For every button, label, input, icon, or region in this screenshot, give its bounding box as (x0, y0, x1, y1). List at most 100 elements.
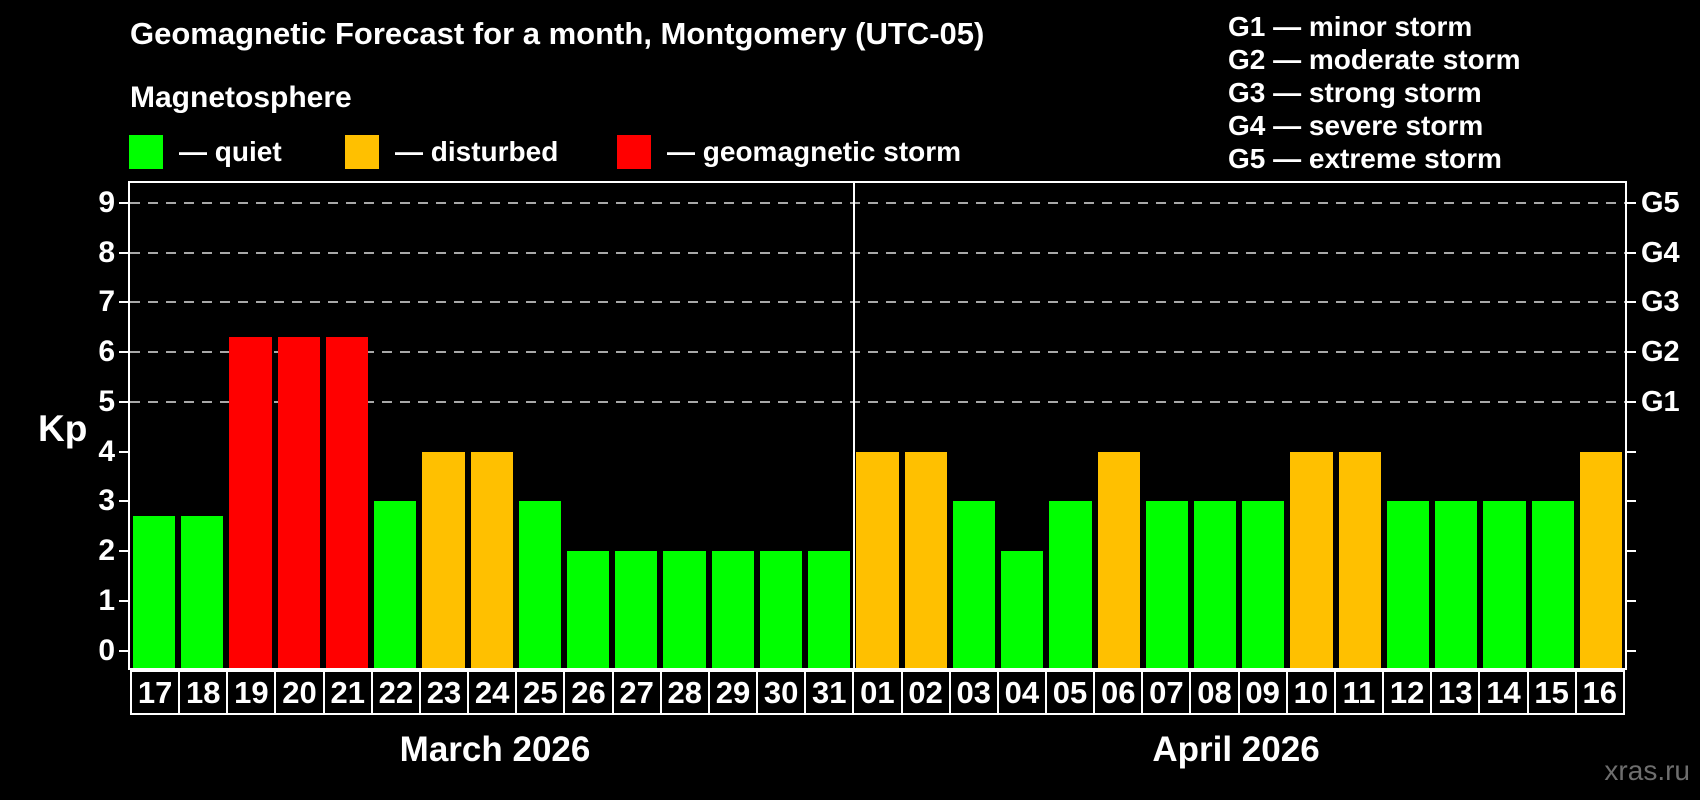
day-cell-01: 01 (852, 670, 903, 715)
legend-item-quiet: — quiet (129, 134, 282, 170)
y-tick-left (119, 649, 128, 652)
y-tick-right (1627, 400, 1636, 403)
kp-bar-day-08 (1193, 501, 1237, 668)
y-tick-label: 9 (98, 185, 115, 219)
y-tick-right (1627, 649, 1636, 652)
kp-bar-day-03 (952, 501, 996, 668)
grid-line-kp6 (130, 351, 1625, 354)
kp-bar-day-10 (1290, 451, 1333, 668)
kp-bar-day-06 (1097, 451, 1140, 668)
kp-bar-day-16 (1579, 451, 1622, 668)
kp-bar-day-28 (663, 551, 706, 668)
g-scale-legend-line: G3 — strong storm (1228, 77, 1482, 108)
day-cell-13: 13 (1430, 670, 1481, 715)
legend-item-disturbed: — disturbed (345, 134, 558, 170)
day-cell-21: 21 (322, 670, 373, 715)
g-axis-label-G1: G1 (1641, 385, 1680, 418)
y-tick-left (119, 201, 128, 204)
kp-bar-day-09 (1242, 501, 1285, 668)
chart-title: Geomagnetic Forecast for a month, Montgo… (130, 16, 985, 51)
kp-bar-day-31 (808, 551, 851, 668)
y-axis-label: Kp (38, 408, 88, 449)
y-tick-right (1627, 550, 1636, 553)
g-axis-label-G2: G2 (1641, 336, 1680, 369)
kp-bar-day-18 (181, 516, 224, 668)
kp-bar-day-14 (1483, 501, 1526, 668)
day-cell-30: 30 (756, 670, 807, 715)
kp-bar-day-26 (567, 551, 610, 668)
kp-bar-day-29 (711, 551, 754, 668)
day-cell-29: 29 (707, 670, 759, 715)
y-tick-right (1627, 450, 1636, 453)
y-tick-right (1627, 599, 1636, 602)
legend-item-storm: — geomagnetic storm (617, 134, 961, 170)
y-tick-left (119, 301, 128, 304)
y-tick-label: 8 (98, 235, 115, 269)
quiet-color-swatch (129, 135, 163, 169)
y-tick-label: 5 (98, 384, 115, 418)
y-tick-right (1627, 201, 1636, 204)
month-label-april: April 2026 (1152, 730, 1320, 769)
chart-subtitle: Magnetosphere (130, 81, 352, 114)
day-cell-28: 28 (659, 670, 710, 715)
day-cell-05: 05 (1044, 670, 1096, 715)
g-scale-legend-line: G1 — minor storm (1228, 11, 1473, 42)
day-cell-18: 18 (178, 670, 229, 715)
kp-bar-day-19 (229, 337, 272, 668)
legend-item-label: — geomagnetic storm (667, 136, 962, 167)
kp-bar-day-05 (1049, 501, 1092, 668)
day-cell-19: 19 (226, 670, 277, 715)
grid-line-kp7 (130, 301, 1625, 304)
day-cell-14: 14 (1478, 670, 1529, 715)
g-axis-label-G5: G5 (1641, 186, 1680, 219)
month-label-march: March 2026 (399, 730, 591, 769)
y-tick-left (119, 450, 128, 453)
g-axis-label-G3: G3 (1641, 286, 1680, 319)
kp-bar-day-22 (374, 501, 417, 668)
kp-bar-day-01 (856, 451, 899, 668)
day-cell-20: 20 (274, 670, 325, 715)
day-cell-06: 06 (1093, 670, 1144, 715)
kp-bar-day-27 (615, 551, 658, 668)
kp-bar-day-25 (518, 501, 562, 668)
day-cell-27: 27 (611, 670, 662, 715)
y-tick-label: 3 (98, 484, 115, 518)
y-tick-label: 0 (98, 633, 115, 667)
kp-bar-day-15 (1531, 501, 1574, 668)
day-cell-25: 25 (515, 670, 566, 715)
day-cell-15: 15 (1526, 670, 1577, 715)
x-axis-day-labels: 17 18 19 20 21 22 23 24 25 26 27 28 29 30 31 01 02 03 04 05… (130, 670, 1625, 715)
y-tick-left (119, 599, 128, 602)
kp-bar-day-07 (1145, 501, 1188, 668)
kp-bar-day-13 (1435, 501, 1478, 668)
y-tick-left (119, 351, 128, 354)
day-cell-17: 17 (130, 670, 181, 715)
grid-line-kp8 (130, 251, 1625, 254)
g-scale-legend-line: G4 — severe storm (1228, 110, 1484, 141)
y-tick-right (1627, 251, 1636, 254)
y-tick-label: 7 (98, 285, 115, 319)
day-cell-24: 24 (467, 670, 518, 715)
day-cell-04: 04 (996, 670, 1047, 715)
g-scale-legend: G1 — minor storm G2 — moderate storm G3 … (1228, 10, 1521, 175)
y-tick-right (1627, 301, 1636, 304)
day-cell-31: 31 (804, 670, 855, 715)
day-cell-08: 08 (1189, 670, 1240, 715)
g-scale-legend-line: G2 — moderate storm (1228, 44, 1521, 75)
y-tick-label: 6 (98, 335, 115, 369)
kp-bar-day-24 (470, 451, 513, 668)
day-cell-07: 07 (1141, 670, 1192, 715)
day-cell-11: 11 (1333, 670, 1385, 715)
day-cell-03: 03 (948, 670, 999, 715)
kp-bar-day-11 (1338, 451, 1381, 668)
y-tick-right (1627, 351, 1636, 354)
kp-bar-day-30 (759, 551, 803, 668)
kp-bar-day-23 (422, 451, 465, 668)
day-cell-16: 16 (1574, 670, 1625, 715)
y-tick-left (119, 550, 128, 553)
y-tick-left (119, 251, 128, 254)
plot-area (119, 181, 1636, 670)
kp-bar-day-02 (904, 451, 947, 668)
g-scale-legend-line: G5 — extreme storm (1228, 143, 1502, 174)
month-separator-line (853, 183, 856, 668)
